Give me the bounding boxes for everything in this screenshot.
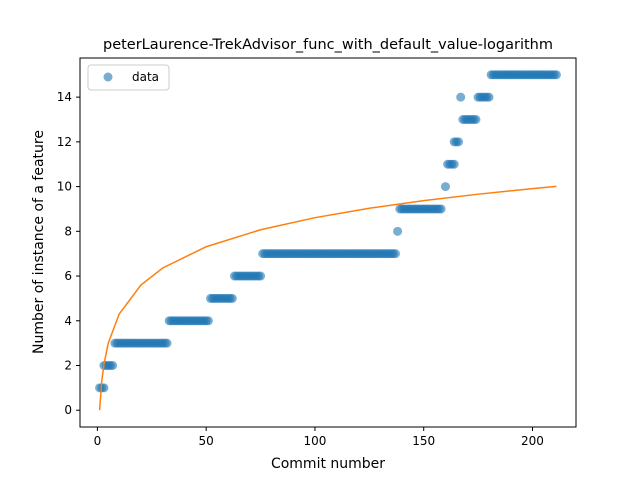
data-point bbox=[108, 361, 118, 370]
legend: data bbox=[87, 64, 170, 91]
legend-marker bbox=[103, 72, 113, 82]
x-tick-label: 200 bbox=[521, 434, 544, 448]
x-ticks: 0 50 100 150 200 bbox=[94, 427, 544, 448]
x-axis-label: Commit number bbox=[271, 456, 385, 472]
y-tick-label: 8 bbox=[64, 224, 72, 238]
y-tick-label: 2 bbox=[64, 359, 72, 373]
data-points bbox=[95, 70, 561, 393]
data-point bbox=[454, 137, 464, 147]
legend-box bbox=[87, 64, 170, 91]
data-point bbox=[390, 249, 400, 259]
y-tick-label: 10 bbox=[57, 180, 72, 194]
x-tick-label: 100 bbox=[303, 434, 326, 448]
x-tick-label: 0 bbox=[94, 434, 102, 448]
data-point bbox=[436, 204, 446, 214]
plot-area bbox=[80, 58, 576, 427]
legend-entry-data: data bbox=[132, 70, 159, 84]
fit-line bbox=[98, 185, 557, 411]
data-point bbox=[551, 70, 561, 80]
data-point bbox=[393, 226, 403, 236]
data-point bbox=[203, 316, 213, 326]
plot-frame bbox=[79, 57, 577, 428]
data-point bbox=[440, 182, 450, 192]
data-point bbox=[227, 293, 237, 303]
data-point bbox=[256, 271, 266, 281]
data-point bbox=[456, 92, 466, 102]
y-tick-label: 12 bbox=[57, 135, 72, 149]
y-tick-label: 4 bbox=[64, 314, 72, 328]
y-tick-label: 14 bbox=[57, 90, 72, 104]
data-point bbox=[484, 92, 494, 102]
x-tick-label: 150 bbox=[412, 434, 435, 448]
data-point bbox=[471, 115, 481, 124]
data-point bbox=[162, 338, 172, 348]
y-tick-label: 0 bbox=[64, 403, 72, 417]
x-tick-label: 50 bbox=[199, 434, 214, 448]
data-point bbox=[449, 159, 459, 169]
y-ticks: 0 2 4 6 8 10 12 14 bbox=[57, 90, 80, 417]
y-axis-label: Number of instance of a feature bbox=[31, 130, 47, 354]
y-tick-label: 6 bbox=[64, 269, 72, 283]
chart-title: peterLaurence-TrekAdvisor_func_with_defa… bbox=[103, 37, 553, 53]
